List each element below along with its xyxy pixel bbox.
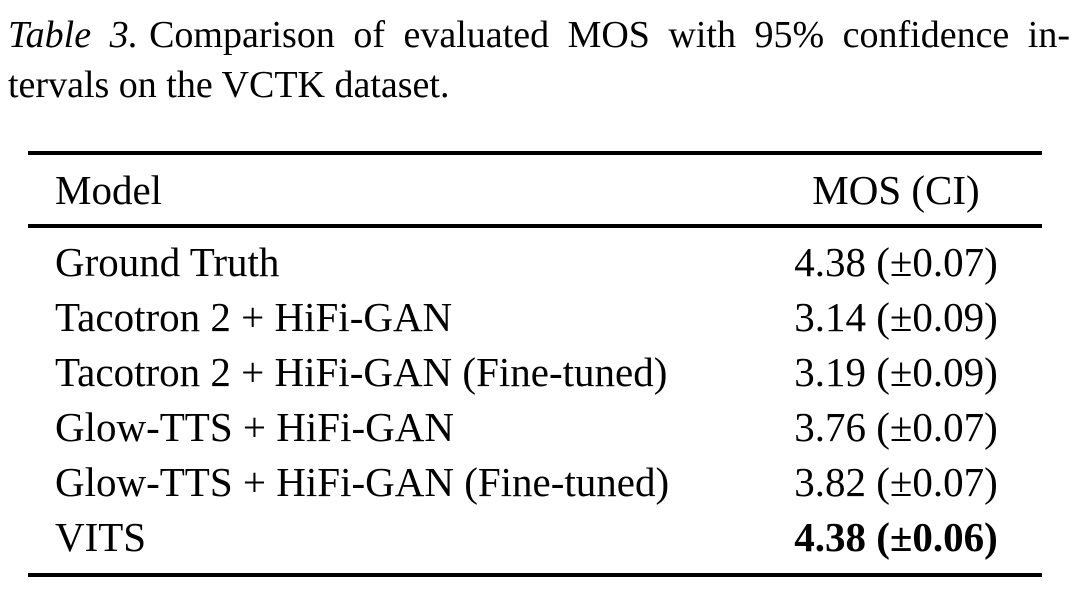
mos-value-best: 4.38 (±0.06): [794, 513, 998, 560]
mos-value: 4.38 (±0.07): [794, 238, 998, 285]
table-header: Model MOS (CI): [28, 153, 1042, 228]
model-name: Glow-TTS + HiFi-GAN: [55, 403, 454, 450]
table-caption: Table 3. Comparison of evaluated MOS with…: [8, 10, 1070, 110]
column-header-mos: MOS (CI): [750, 153, 1042, 228]
model-name: Tacotron 2 + HiFi-GAN: [55, 293, 453, 340]
mos-value: 3.14 (±0.09): [794, 293, 998, 340]
mos-comparison-table: Model MOS (CI) Ground Truth 4.38 (±0.07)…: [28, 151, 1042, 577]
table-row: Tacotron 2 + HiFi-GAN (Fine-tuned) 3.19 …: [28, 344, 1042, 399]
table-row: Ground Truth 4.38 (±0.07): [28, 226, 1042, 289]
caption-label: Table 3.: [8, 14, 139, 56]
table-row: Glow-TTS + HiFi-GAN (Fine-tuned) 3.82 (±…: [28, 454, 1042, 509]
model-name: Tacotron 2 + HiFi-GAN (Fine-tuned): [55, 348, 668, 395]
model-name: VITS: [55, 513, 147, 560]
header-row: Model MOS (CI): [28, 153, 1042, 228]
table-row: Glow-TTS + HiFi-GAN 3.76 (±0.07): [28, 399, 1042, 454]
model-name: Glow-TTS + HiFi-GAN (Fine-tuned): [55, 458, 670, 505]
caption-text-1: Comparison of evaluated MOS with 95% con…: [149, 14, 1071, 56]
mos-value: 3.82 (±0.07): [794, 458, 998, 505]
column-header-model: Model: [28, 153, 750, 228]
mos-value: 3.76 (±0.07): [794, 403, 998, 450]
model-name: Ground Truth: [55, 238, 280, 285]
table-body: Ground Truth 4.38 (±0.07) Tacotron 2 + H…: [28, 226, 1042, 575]
caption-line-1: Table 3. Comparison of evaluated MOS with…: [8, 10, 1070, 60]
caption-line-2: tervals on the VCTK dataset.: [8, 64, 450, 106]
table-row: Tacotron 2 + HiFi-GAN 3.14 (±0.09): [28, 289, 1042, 344]
table-row: VITS 4.38 (±0.06): [28, 509, 1042, 575]
mos-value: 3.19 (±0.09): [794, 348, 998, 395]
